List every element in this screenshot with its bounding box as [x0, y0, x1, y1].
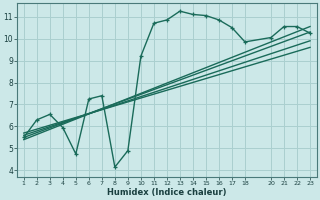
- X-axis label: Humidex (Indice chaleur): Humidex (Indice chaleur): [107, 188, 227, 197]
